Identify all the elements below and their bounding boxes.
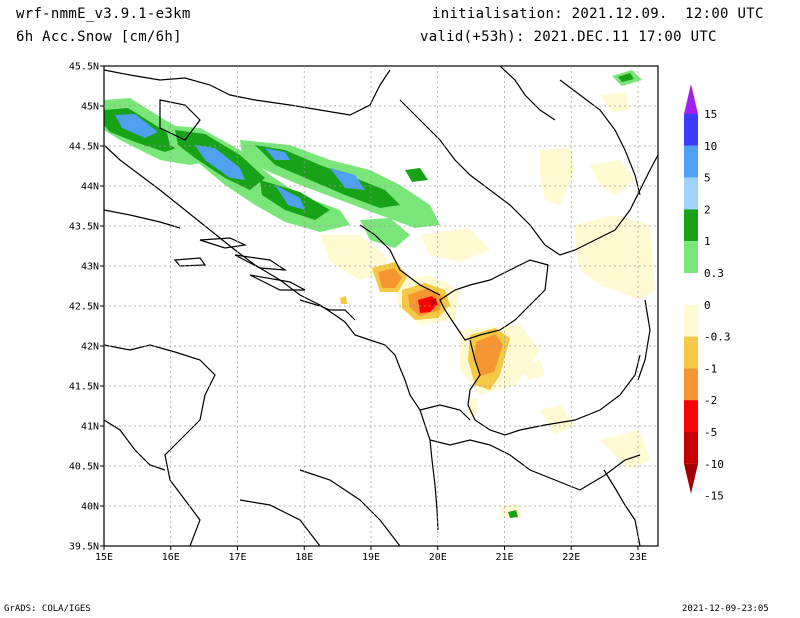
colorbar-box: [684, 145, 698, 178]
lat-label: 40N: [81, 502, 99, 513]
lat-label: 40.5N: [69, 462, 99, 473]
colorbar-box: [684, 400, 698, 432]
valid-time: valid(+53h): 2021.DEC.11 17:00 UTC: [420, 29, 717, 45]
colorbar-label: -10: [704, 458, 724, 471]
lon-label: 18E: [295, 552, 313, 563]
model-title: wrf-nmmE_v3.9.1-e3km: [16, 6, 191, 22]
colorbar-box: [684, 273, 698, 305]
colorbar-label: 0: [704, 299, 711, 312]
lat-label: 44N: [81, 182, 99, 193]
colorbar-box: [684, 368, 698, 401]
lat-label: 41N: [81, 422, 99, 433]
lon-label: 15E: [95, 552, 113, 563]
colorbar-box: [684, 304, 698, 337]
footer-timestamp: 2021-12-09-23:05: [682, 604, 769, 614]
colorbar-box: [684, 432, 698, 464]
lon-label: 21E: [495, 552, 513, 563]
colorbar-label: 0.3: [704, 267, 724, 280]
initialisation-time: initialisation: 2021.12.09. 12:00 UTC: [432, 6, 764, 22]
gridlines: [104, 66, 658, 546]
colorbar-box: [684, 241, 698, 273]
longitude-labels: 15E 16E 17E 18E 19E 20E 21E 22E 23E: [95, 552, 647, 563]
colorbar-label: -15: [704, 490, 724, 503]
colorbar-label: 15: [704, 108, 717, 121]
colorbar-box: [684, 114, 698, 146]
colorbar-box: [684, 177, 698, 210]
lat-label: 44.5N: [69, 142, 99, 153]
lon-label: 23E: [629, 552, 647, 563]
lat-label: 45N: [81, 102, 99, 113]
colorbar-box: [684, 336, 698, 369]
lon-label: 19E: [362, 552, 380, 563]
lon-label: 20E: [429, 552, 447, 563]
coastlines-borders: [104, 66, 658, 546]
colorbar: 15 10 5 2 1 0.3 0 -0.3 -1 -2 -5 -10 -15: [684, 84, 731, 503]
lon-label: 22E: [562, 552, 580, 563]
colorbar-label: -2: [704, 394, 717, 407]
colorbar-box: [684, 209, 698, 242]
lat-label: 39.5N: [69, 542, 99, 553]
colorbar-label: -5: [704, 426, 717, 439]
lat-label: 42.5N: [69, 302, 99, 313]
colorbar-label: -1: [704, 362, 717, 375]
lat-label: 42N: [81, 342, 99, 353]
colorbar-label: 2: [704, 203, 711, 216]
variable-title: 6h Acc.Snow [cm/6h]: [16, 29, 182, 45]
lat-label: 41.5N: [69, 382, 99, 393]
snow-bands: [104, 70, 642, 518]
colorbar-top-arrow: [684, 84, 698, 114]
axis-ticks: [100, 65, 639, 550]
latitude-labels: 45.5N 45N 44.5N 44N 43.5N 43N 42.5N 42N 41.5N 41N…: [69, 62, 99, 553]
lat-label: 45.5N: [69, 62, 99, 73]
lat-label: 43N: [81, 262, 99, 273]
colorbar-label: 5: [704, 172, 711, 185]
lat-label: 43.5N: [69, 222, 99, 233]
colorbar-label: 1: [704, 235, 711, 248]
colorbar-label: 10: [704, 140, 717, 153]
colorbar-bottom-arrow: [684, 463, 698, 494]
lon-label: 17E: [228, 552, 246, 563]
footer-credit: GrADS: COLA/IGES: [4, 604, 91, 614]
colorbar-label: -0.3: [704, 331, 731, 344]
lon-label: 16E: [162, 552, 180, 563]
